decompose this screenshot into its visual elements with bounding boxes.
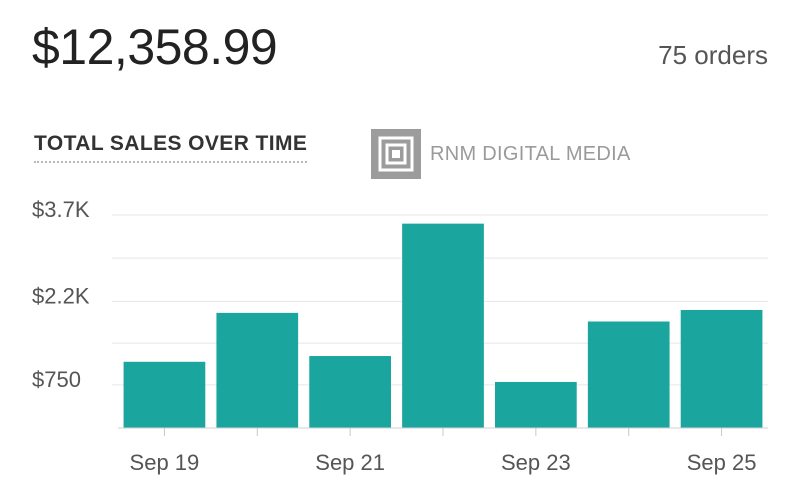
watermark: RNM DIGITAL MEDIA bbox=[370, 128, 631, 180]
order-count: 75 orders bbox=[658, 40, 768, 70]
total-sales-amount: $12,358.99 bbox=[32, 19, 278, 75]
bar-sep-23[interactable] bbox=[495, 381, 577, 428]
x-tick-label: Sep 21 bbox=[315, 450, 385, 475]
chart-section-title[interactable]: TOTAL SALES OVER TIME bbox=[34, 132, 308, 163]
watermark-text: RNM DIGITAL MEDIA bbox=[430, 142, 631, 165]
sales-bar-chart: $750 $2.2K $3.7K Sep 19 Sep 21 Sep 23 Sep 25 bbox=[32, 197, 768, 475]
rnm-logo-icon bbox=[370, 128, 422, 180]
x-tick-label: Sep 19 bbox=[130, 450, 200, 475]
x-tick-label: Sep 23 bbox=[501, 450, 571, 475]
x-tick-label: Sep 25 bbox=[687, 450, 757, 475]
y-tick-label: $750 bbox=[32, 367, 81, 392]
bar-sep-20[interactable] bbox=[216, 312, 299, 428]
bar-sep-19[interactable] bbox=[123, 361, 206, 428]
bar-sep-25[interactable] bbox=[680, 309, 763, 428]
bar-sep-24[interactable] bbox=[587, 321, 670, 429]
bar-sep-21[interactable] bbox=[309, 356, 391, 428]
y-tick-label: $3.7K bbox=[32, 197, 90, 222]
bars bbox=[123, 223, 763, 429]
x-axis: Sep 19 Sep 21 Sep 23 Sep 25 bbox=[118, 427, 768, 475]
y-tick-label: $2.2K bbox=[32, 283, 90, 308]
bar-sep-22[interactable] bbox=[402, 223, 484, 428]
